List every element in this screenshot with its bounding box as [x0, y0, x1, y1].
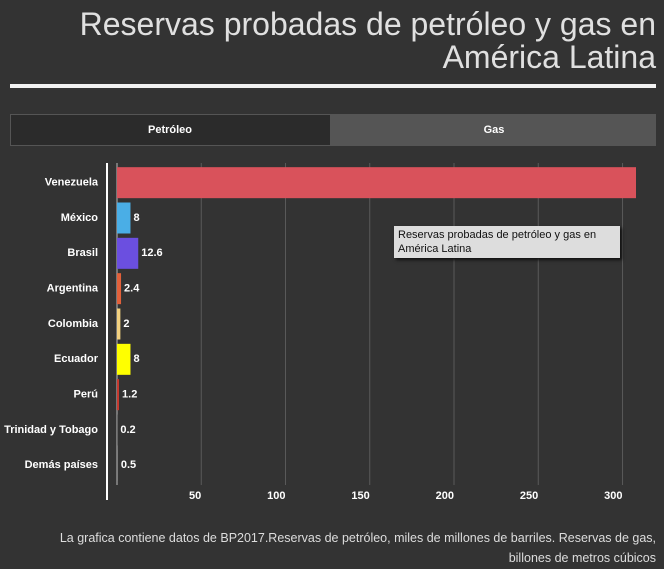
- tab[interactable]: [331, 114, 656, 146]
- tooltip: Reservas probadas de petróleo y gas en A…: [394, 226, 620, 258]
- y-tick-label: Demás países: [25, 459, 98, 471]
- y-tick-label: Perú: [74, 389, 98, 401]
- y-tick-label: Trinidad y Tobago: [4, 424, 98, 436]
- tab-label[interactable]: Petróleo: [148, 124, 192, 136]
- tab[interactable]: [10, 114, 331, 146]
- y-tick-label: México: [61, 212, 99, 224]
- data-label: 0.2: [120, 424, 135, 436]
- y-tick-label: Venezuela: [45, 177, 99, 189]
- x-tick-label: 150: [351, 490, 369, 502]
- data-label: 2.4: [124, 283, 140, 295]
- x-tick-label: 300: [604, 490, 622, 502]
- bar: [117, 273, 122, 305]
- x-tick-label: 250: [520, 490, 538, 502]
- bar: [117, 379, 120, 411]
- data-label: 12.6: [141, 247, 162, 259]
- y-tick-label: Ecuador: [54, 353, 99, 365]
- bar: [117, 167, 636, 199]
- y-tick-label: Argentina: [47, 283, 99, 295]
- bar: [117, 237, 139, 269]
- y-tick-label: Colombia: [48, 318, 99, 330]
- bar: [117, 202, 131, 234]
- chart-title: Reservas probadas de petróleo y gas en A…: [79, 6, 656, 75]
- tab-label[interactable]: Gas: [484, 124, 505, 136]
- data-label: 2: [123, 318, 129, 330]
- data-label: 1.2: [122, 389, 137, 401]
- data-label: 0.5: [121, 459, 136, 471]
- x-tick-label: 100: [267, 490, 285, 502]
- x-tick-label: 50: [189, 490, 201, 502]
- data-label: 8: [133, 212, 139, 224]
- bar: [117, 449, 118, 481]
- title-rule: [10, 84, 656, 88]
- y-tick-label: Brasil: [67, 247, 98, 259]
- bar: [117, 308, 121, 340]
- x-tick-label: 200: [436, 490, 454, 502]
- bar: [117, 343, 131, 375]
- note: La grafica contiene datos de BP2017.Rese…: [59, 531, 656, 565]
- data-label: 8: [133, 353, 139, 365]
